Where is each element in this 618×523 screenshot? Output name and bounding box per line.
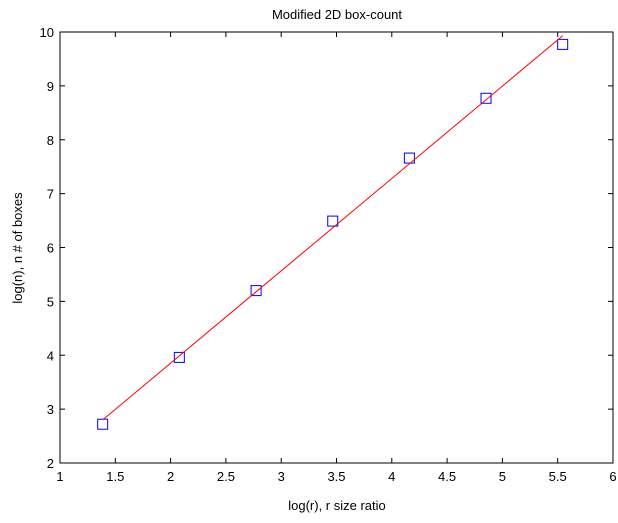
x-tick-label: 5.5 bbox=[549, 469, 567, 484]
y-tick-label: 5 bbox=[47, 294, 54, 309]
x-tick-label: 3 bbox=[278, 469, 285, 484]
data-point-marker bbox=[480, 92, 492, 104]
chart-title: Modified 2D box-count bbox=[272, 7, 402, 22]
data-point-marker bbox=[173, 351, 185, 363]
x-tick-label: 4 bbox=[388, 469, 395, 484]
y-tick-label: 8 bbox=[47, 133, 54, 148]
y-axis-label: log(n), n # of boxes bbox=[10, 192, 25, 304]
x-tick-label: 6 bbox=[609, 469, 616, 484]
x-tick-label: 5 bbox=[499, 469, 506, 484]
data-point-marker bbox=[327, 215, 339, 227]
y-tick-label: 3 bbox=[47, 402, 54, 417]
x-tick-label: 4.5 bbox=[438, 469, 456, 484]
data-point-marker bbox=[250, 285, 262, 297]
x-tick-label: 2.5 bbox=[217, 469, 235, 484]
x-tick-label: 3.5 bbox=[327, 469, 345, 484]
fit-line bbox=[102, 35, 563, 421]
y-tick-label: 4 bbox=[47, 348, 54, 363]
y-tick-label: 2 bbox=[47, 456, 54, 471]
y-tick-label: 6 bbox=[47, 241, 54, 256]
x-tick-label: 1.5 bbox=[106, 469, 124, 484]
y-tick-label: 10 bbox=[40, 25, 54, 40]
y-tick-label: 7 bbox=[47, 187, 54, 202]
x-tick-label: 1 bbox=[56, 469, 63, 484]
data-point-marker bbox=[403, 152, 415, 164]
x-tick-label: 2 bbox=[167, 469, 174, 484]
plot-frame bbox=[59, 31, 614, 464]
data-point-marker bbox=[97, 418, 109, 430]
x-axis-label: log(r), r size ratio bbox=[288, 498, 386, 513]
y-tick-label: 9 bbox=[47, 79, 54, 94]
plot-area: 1 1.5 2 2.5 3 3.5 4 4.5 5 5.5 6 2 3 4 5 6 7 8 9 10 bbox=[40, 25, 617, 484]
data-point-marker bbox=[557, 38, 569, 50]
